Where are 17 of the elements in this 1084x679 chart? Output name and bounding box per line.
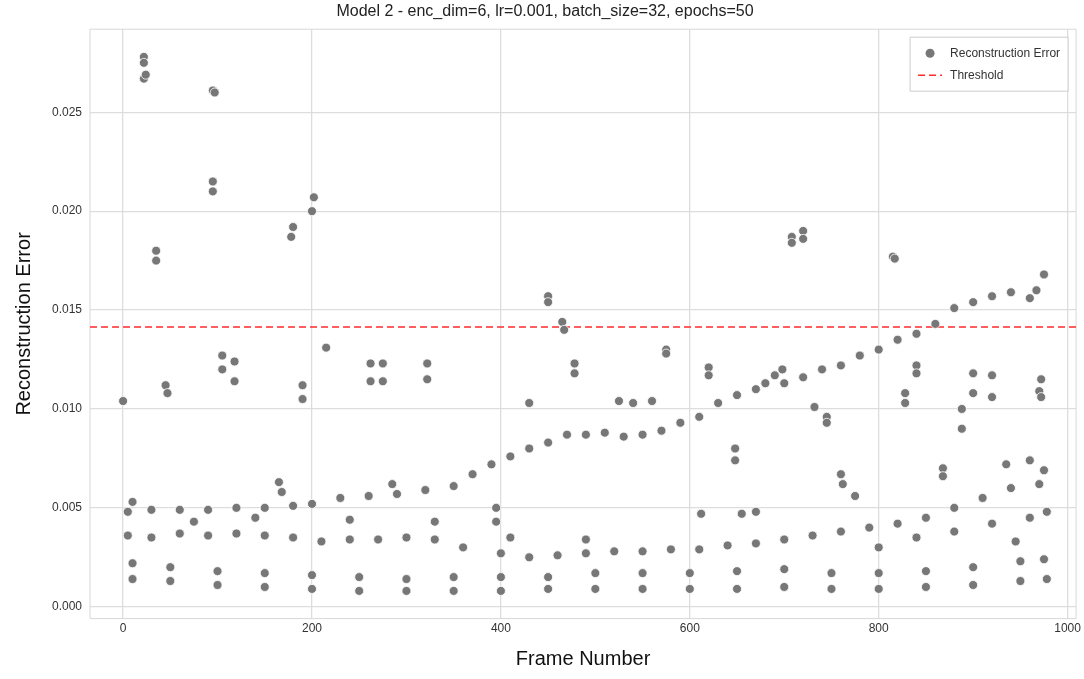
x-tick-label: 200 <box>301 621 323 636</box>
y-tick-label: 0.015 <box>52 302 83 317</box>
chart-title: Model 2 - enc_dim=6, lr=0.001, batch_size=32, epochs=50 <box>336 2 754 21</box>
x-tick-label: 0 <box>119 621 127 636</box>
x-axis-title: Frame Number <box>515 646 651 669</box>
y-tick-label: 0.005 <box>52 500 83 515</box>
x-tick-label: 400 <box>490 621 512 636</box>
y-tick-label: 0.010 <box>52 401 83 416</box>
y-axis-title: Reconstruction Error <box>11 231 34 416</box>
x-tick-label: 600 <box>679 621 701 636</box>
y-tick-label: 0.020 <box>52 203 83 218</box>
legend-label: Reconstruction Error <box>950 45 1061 60</box>
x-tick-label: 1000 <box>1054 621 1082 636</box>
legend-label: Threshold <box>950 67 1004 82</box>
x-tick-label: 800 <box>868 621 890 636</box>
y-tick-label: 0.000 <box>52 599 83 614</box>
y-tick-label: 0.025 <box>52 104 83 119</box>
